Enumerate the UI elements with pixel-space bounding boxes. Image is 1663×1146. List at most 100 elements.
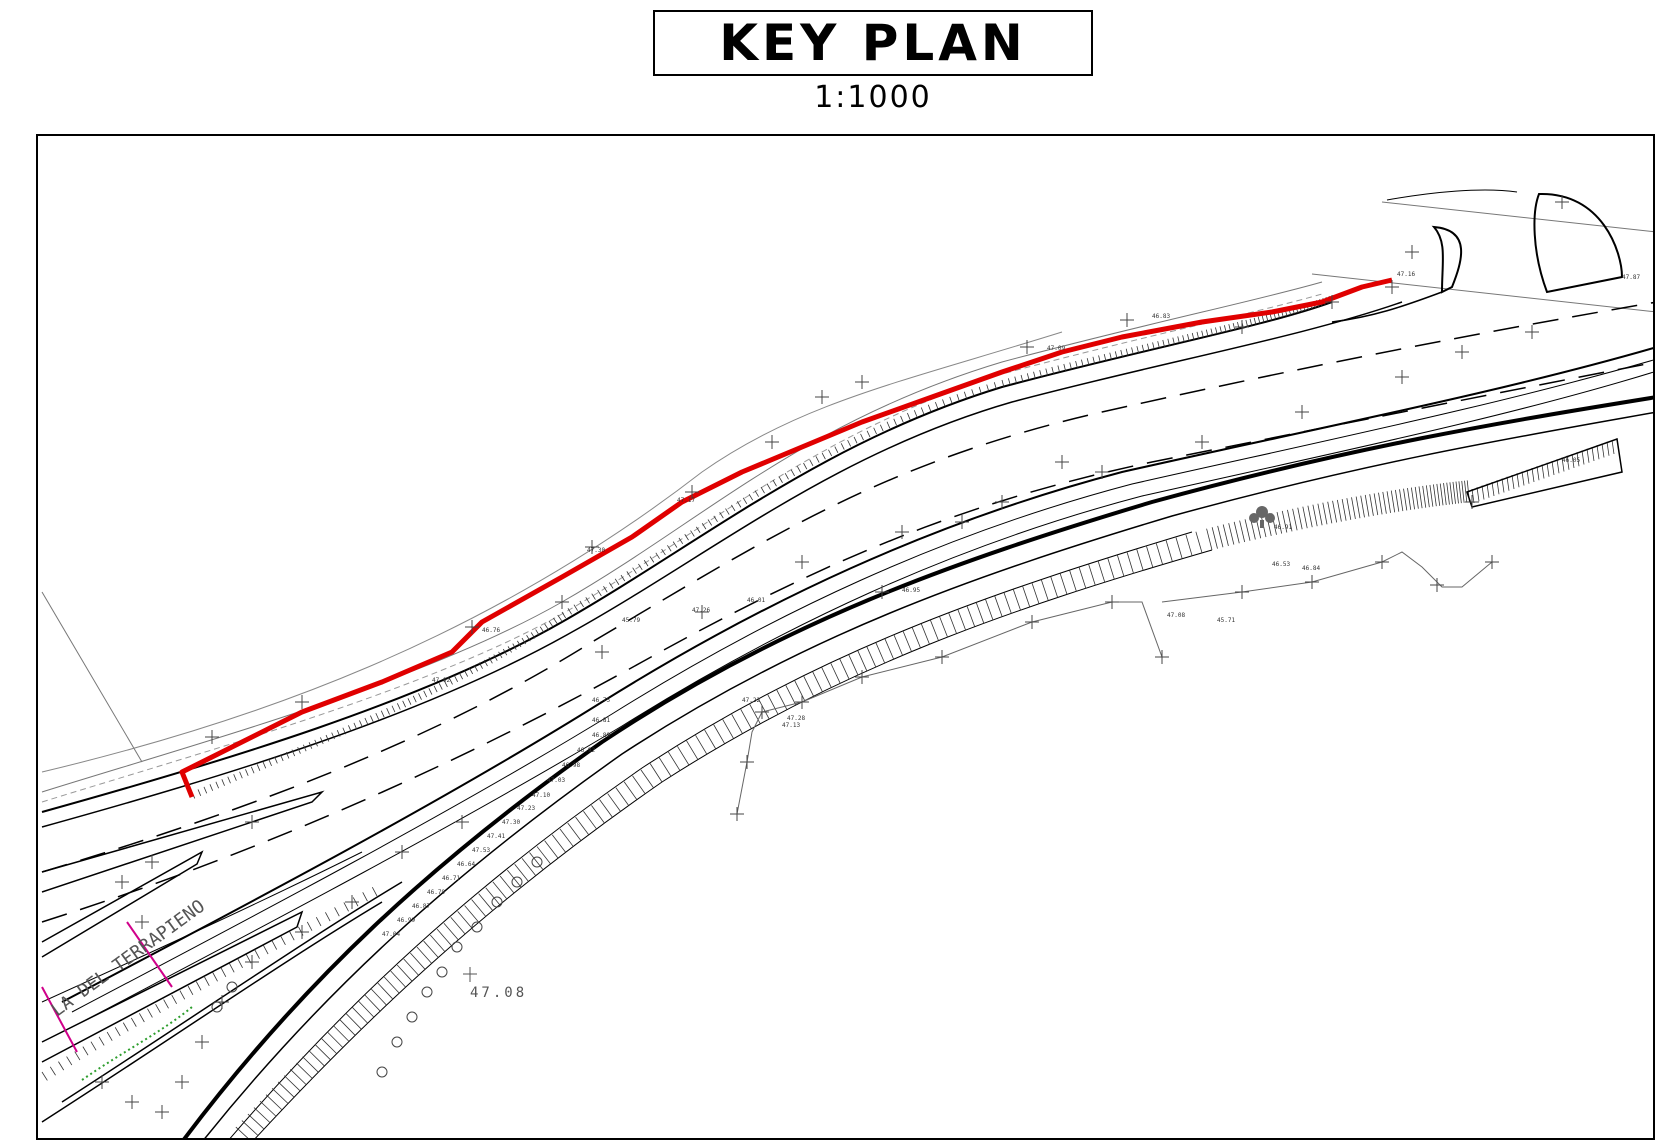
hatch-tick [742,497,748,504]
hatch-tick [336,730,341,737]
hatch-tick [163,999,169,1009]
kerb-line [71,359,1653,1013]
hatch-tick [1571,453,1575,469]
hatch-tick [1531,467,1535,483]
spot-level: 45.71 [1217,617,1235,624]
main-carriageway-edge [182,395,1653,1138]
hatch-tick [1496,480,1500,495]
hatch-tick [1439,483,1444,506]
hatch-tick [839,658,850,680]
hatch-tick [1051,366,1054,374]
hatch-tick [1210,328,1213,336]
hatch-tick [599,799,613,818]
hatch-tick [1126,552,1134,574]
hatch-tick [49,1066,56,1076]
hatch-tick [1373,493,1379,516]
spot-level: 45.79 [622,617,640,624]
traffic-island [1431,225,1462,294]
kerb-line [204,411,1653,1138]
hatch-tick [1586,448,1590,463]
hatch-tick [386,708,390,715]
hatch-tick [1196,331,1200,339]
hatch-tick [179,990,186,1000]
hatch-tick [256,764,261,771]
verge-line [41,281,1323,793]
hatch-tick [308,1050,325,1067]
hatch-tick [343,902,349,912]
hatch-tick [1012,589,1021,611]
hatch-tick [561,611,566,619]
hatch-tick [643,560,649,567]
hatch-tick [667,545,672,552]
hatch-tick [478,662,483,669]
road-edge [1386,189,1518,201]
spot-level: 46.98 [562,762,580,769]
hatch-tick [1081,359,1084,367]
hatch-tick [1014,376,1017,384]
hatch-tick [457,911,473,929]
hatch-tick [1297,507,1303,530]
hatch-tick [237,958,243,968]
hatch-tick [1418,486,1423,509]
ramp-line [61,881,403,1103]
spot-level: 46.81 [592,717,610,724]
green-dotted-line [81,1006,193,1081]
hatch-tick [1461,480,1465,503]
hatch-tick [485,887,501,905]
hatch-tick [215,781,220,789]
hatch-tick [1436,483,1441,506]
hatch-tick [345,1013,362,1030]
hatch-tick [1125,348,1129,356]
hatch-tick [290,1069,307,1085]
hatch-tick [371,887,378,897]
hatch-tick [607,793,621,812]
hatch-tick [1167,338,1170,346]
hatch-tick [1075,360,1078,368]
hatch-tick [1022,586,1031,608]
hatch-tick [1302,506,1308,529]
embankment-hatch-ramp [41,887,378,1081]
hatch-tick [1117,555,1125,577]
ramp-line [41,790,325,893]
hatch-tick [1155,543,1163,565]
hatch-tick [1276,512,1283,534]
hatch-tick [1228,523,1235,545]
hatch-tick [1449,482,1453,505]
hatch-tick [1165,540,1173,562]
survey-polyline [1161,551,1493,603]
hatch-tick [1141,344,1145,352]
hatch-tick [433,685,438,693]
hatch-tick [359,720,363,728]
spot-level: 46.89 [592,732,610,739]
hatch-tick [362,892,368,902]
hatch-tick [390,970,406,988]
hatch-tick [1008,378,1011,386]
hatch-tick [573,604,578,611]
hatch-tick [1281,510,1288,533]
hatch-tick [469,667,474,675]
hatch-tick [911,627,921,649]
hatch-tick [464,905,480,923]
hatch-tick [436,928,452,946]
hatch-tick [1307,505,1313,528]
hatch-tick [443,922,459,941]
hatch-tick [1382,491,1387,514]
hatch-tick [821,667,832,688]
hatch-tick [526,635,531,642]
hatch-tick [263,945,269,955]
hatch-tick [1546,462,1550,477]
survey-crosses [95,195,1569,1119]
hatch-tick [521,637,526,645]
hatch-tick [358,1000,375,1018]
hatch-tick [303,744,307,752]
hatch-tick [507,869,522,888]
hatch-tick [767,694,779,715]
hatch-tick [1541,464,1545,479]
spot-level: 46.91 [1274,524,1292,531]
hatch-tick [315,916,322,927]
tree-circle [471,921,483,933]
hatch-tick [326,1031,344,1048]
hatch-tick [778,476,783,483]
hatch-tick [649,763,663,783]
hatch-tick [1182,335,1185,343]
